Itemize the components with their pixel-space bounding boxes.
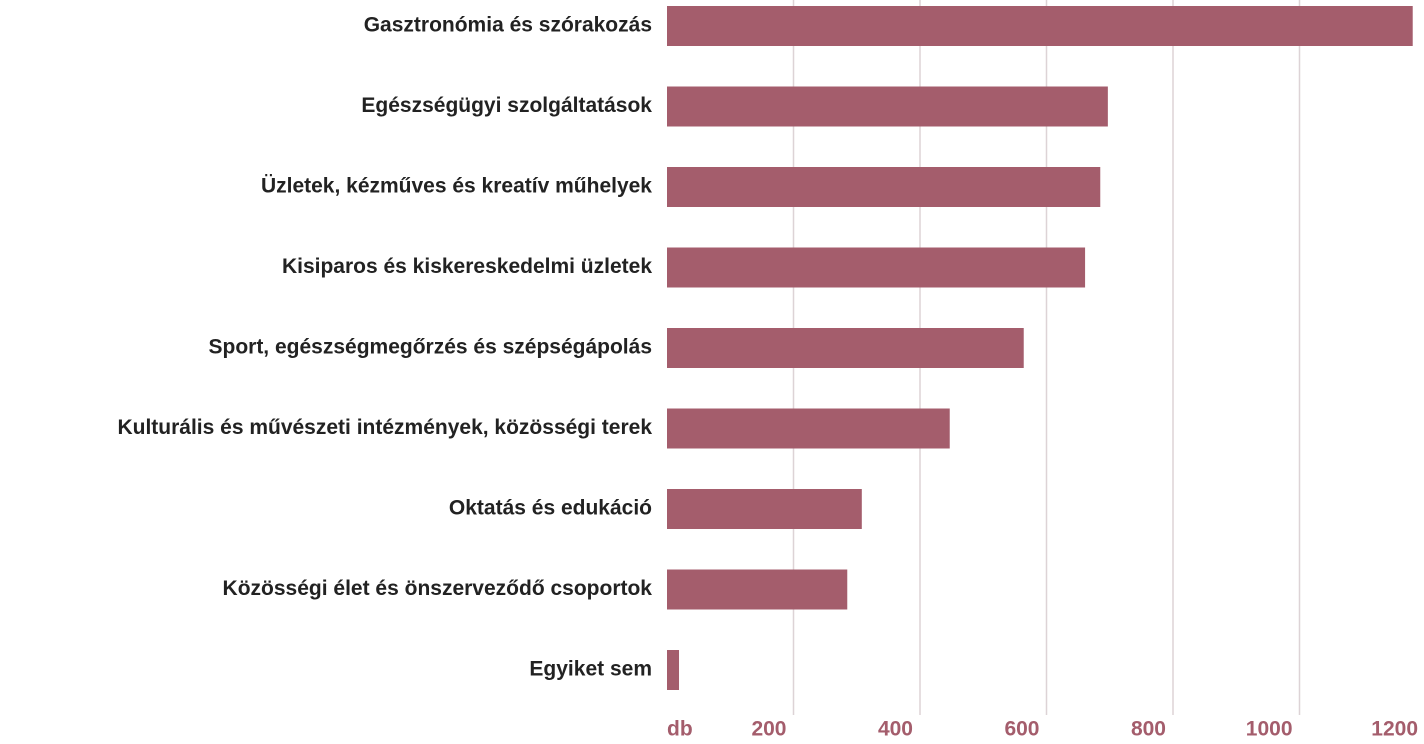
bar bbox=[667, 167, 1101, 207]
bar bbox=[667, 247, 1086, 288]
y-tick-label: Közösségi élet és önszerveződő csoportok bbox=[223, 577, 653, 600]
y-tick-label: Egészségügyi szolgáltatások bbox=[361, 94, 652, 117]
y-tick-label: Sport, egészségmegőrzés és szépségápolás bbox=[208, 336, 652, 359]
bar bbox=[667, 569, 848, 610]
y-tick-label: Egyiket sem bbox=[529, 658, 652, 681]
y-tick-label: Oktatás és edukáció bbox=[449, 497, 652, 520]
x-tick-label: 600 bbox=[1004, 718, 1039, 741]
x-tick-label: 400 bbox=[878, 718, 913, 741]
y-tick-label: Gasztronómia és szórakozás bbox=[364, 14, 652, 37]
bar bbox=[667, 650, 680, 690]
bar bbox=[667, 489, 862, 529]
y-tick-label: Kisiparos és kiskereskedelmi üzletek bbox=[282, 255, 652, 278]
x-tick-label: 200 bbox=[751, 718, 786, 741]
bar bbox=[667, 408, 950, 449]
x-tick-label: 1200 bbox=[1371, 718, 1418, 741]
y-tick-label: Üzletek, kézműves és kreatív műhelyek bbox=[261, 175, 652, 198]
x-tick-label: 800 bbox=[1131, 718, 1166, 741]
bar bbox=[667, 6, 1413, 46]
x-tick-label: db bbox=[667, 718, 693, 741]
y-tick-label: Kulturális és művészeti intézmények, köz… bbox=[117, 416, 652, 439]
bar bbox=[667, 86, 1108, 127]
x-tick-label: 1000 bbox=[1246, 718, 1293, 741]
bar bbox=[667, 328, 1024, 368]
